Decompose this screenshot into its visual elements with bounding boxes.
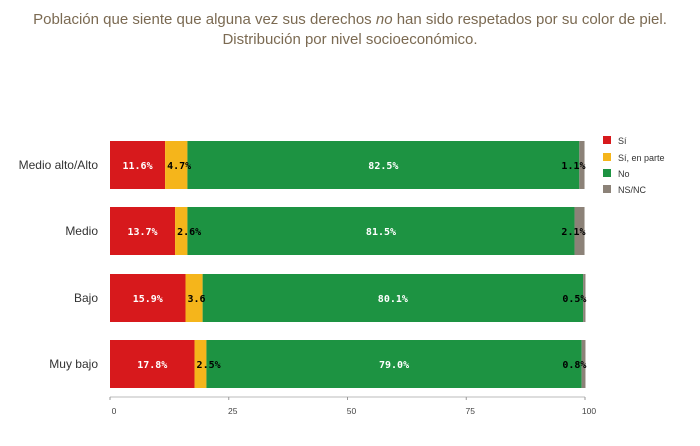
category-label: Muy bajo: [49, 357, 98, 371]
bar-segment: [579, 141, 585, 189]
x-tick-label: 25: [228, 406, 238, 416]
data-label: 3.6: [188, 294, 206, 305]
data-label: 82.5%: [368, 161, 398, 172]
legend-swatch: [603, 185, 611, 193]
x-tick-label: 100: [582, 406, 596, 416]
legend-swatch: [603, 169, 611, 177]
bar-segment: [110, 340, 195, 388]
data-label: 11.6%: [122, 161, 152, 172]
data-label: 17.8%: [137, 360, 167, 371]
chart-title: Población que siente que alguna vez sus …: [0, 10, 700, 50]
category-label: Bajo: [74, 291, 98, 305]
data-label: 2.1%: [561, 227, 585, 238]
title-part-2: han sido respetados por su color de piel…: [392, 11, 667, 28]
data-label: 0.5%: [562, 294, 586, 305]
x-tick-label: 50: [347, 406, 357, 416]
legend-label: Sí, en parte: [618, 153, 665, 163]
bar-segment: [187, 141, 580, 189]
data-label: 80.1%: [378, 294, 408, 305]
title-line-1: Población que siente que alguna vez sus …: [0, 10, 700, 30]
legend-label: Sí: [618, 136, 627, 146]
data-label: 4.7%: [167, 161, 191, 172]
bar-segment: [165, 141, 188, 189]
title-line-2: Distribución por nivel socioeconómico.: [222, 31, 478, 48]
bar-segment: [583, 274, 586, 322]
x-tick-label: 0: [112, 406, 117, 416]
bar-segment: [574, 207, 585, 255]
data-label: 15.9%: [133, 294, 163, 305]
title-part-1: Población que siente que alguna vez sus …: [33, 11, 376, 28]
bar-segment: [202, 274, 584, 322]
data-label: 0.8%: [562, 360, 586, 371]
data-label: 2.6%: [177, 227, 201, 238]
category-label: Medio: [65, 224, 98, 238]
bar-segment: [187, 207, 575, 255]
data-label: 81.5%: [366, 227, 396, 238]
bar-segment: [581, 340, 586, 388]
data-label: 2.5%: [197, 360, 221, 371]
data-label: 79.0%: [379, 360, 409, 371]
legend-label: NS/NC: [618, 185, 647, 195]
legend-swatch: [603, 153, 611, 161]
bar-segment: [110, 207, 176, 255]
x-tick-label: 75: [466, 406, 476, 416]
bar-segment: [175, 207, 188, 255]
bar-segment: [194, 340, 207, 388]
data-label: 1.1%: [561, 161, 585, 172]
data-label: 13.7%: [127, 227, 157, 238]
bar-segment: [185, 274, 203, 322]
category-label: Medio alto/Alto: [19, 158, 99, 172]
legend-label: No: [618, 169, 630, 179]
title-emphasis: no: [375, 11, 393, 28]
bar-segment: [206, 340, 582, 388]
bar-segment: [110, 274, 186, 322]
bar-segment: [110, 141, 166, 189]
legend-swatch: [603, 136, 611, 144]
